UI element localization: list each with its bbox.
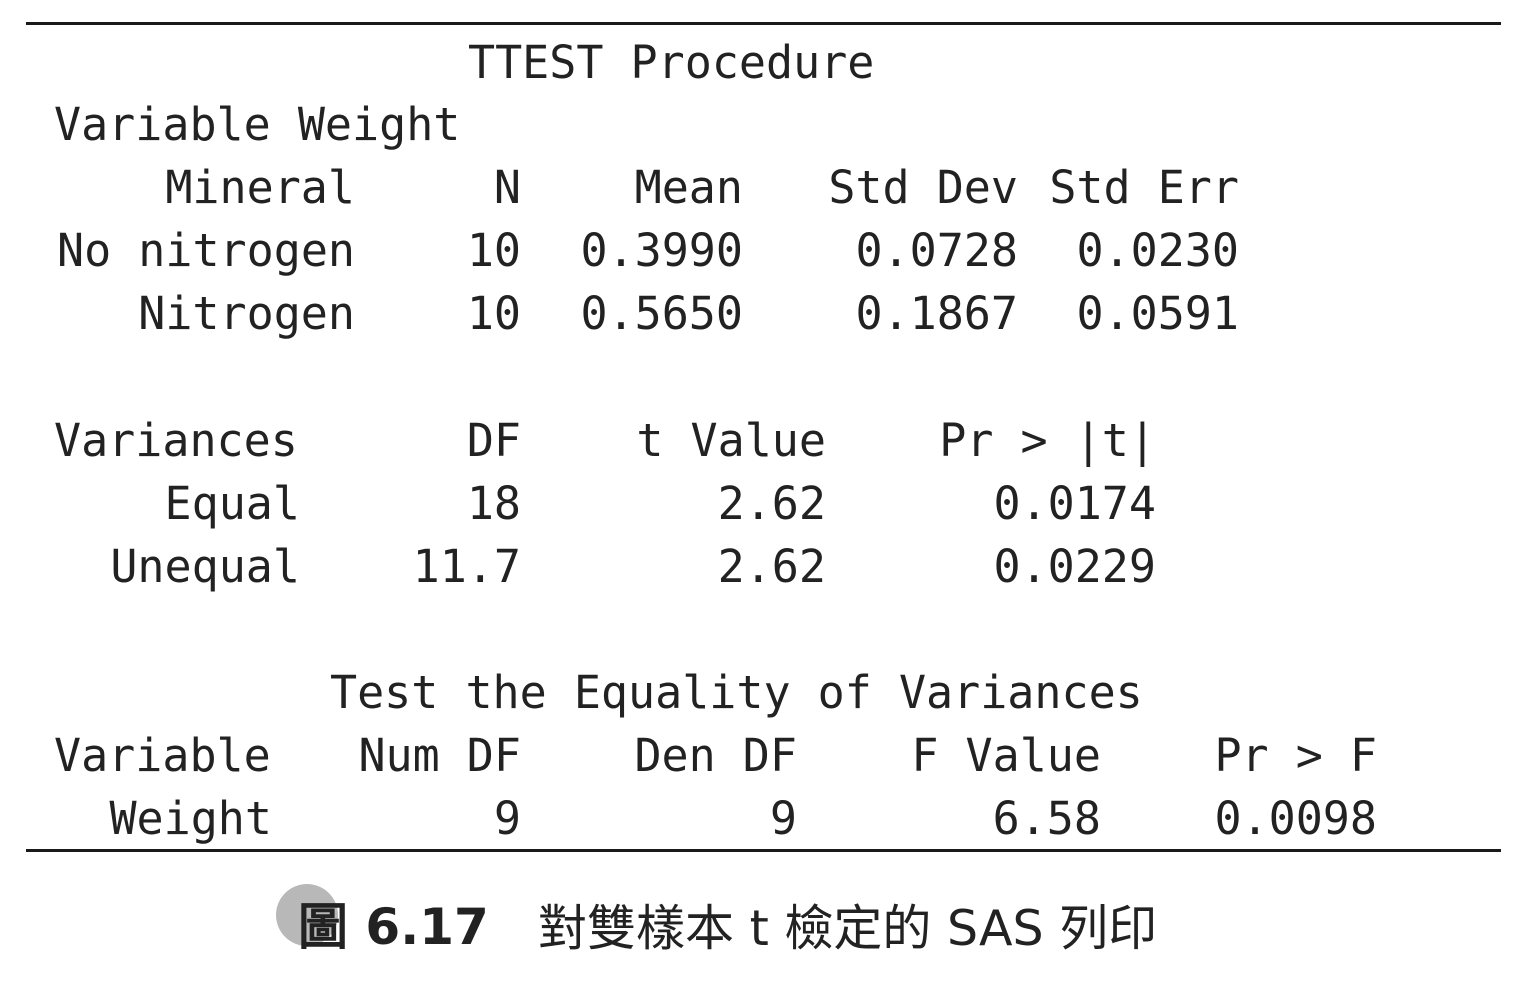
equality-header-dendf: Den DF (634, 729, 797, 782)
ttest-header-pr: Pr > |t| (939, 414, 1156, 467)
equality-header-variable: Variable (54, 729, 271, 782)
table-row-cell: Weight (109, 792, 272, 845)
stats-header-mineral: Mineral (165, 161, 355, 214)
table-row-cell: 0.1867 (855, 287, 1018, 340)
table-row-cell: 0.5650 (580, 287, 743, 340)
table-row-cell: Unequal (110, 540, 300, 593)
figure-number: 圖 6.17 (298, 898, 489, 956)
table-row-cell: 10 (466, 224, 521, 277)
equality-header-numdf: Num DF (358, 729, 521, 782)
procedure-title: TTEST Procedure (468, 36, 875, 89)
table-row-cell: 18 (466, 477, 521, 530)
table-row-cell: 11.7 (412, 540, 521, 593)
stats-header-stddev: Std Dev (828, 161, 1018, 214)
table-row-cell: 2.62 (717, 540, 826, 593)
table-row-cell: 6.58 (992, 792, 1101, 845)
stats-header-n: N (493, 161, 521, 214)
ttest-header-tvalue: t Value (636, 414, 826, 467)
table-row-cell: 0.0098 (1214, 792, 1377, 845)
table-row-cell: 9 (493, 792, 521, 845)
variable-line: Variable Weight (54, 98, 461, 151)
figure-title: 對雙樣本 t 檢定的 SAS 列印 (538, 900, 1158, 957)
table-row-cell: 10 (466, 287, 521, 340)
table-row-cell: 0.0229 (993, 540, 1156, 593)
stats-header-mean: Mean (634, 161, 743, 214)
ttest-header-df: DF (466, 414, 521, 467)
table-row-cell: 0.0174 (993, 477, 1156, 530)
top-rule (26, 22, 1501, 25)
stats-header-stderr: Std Err (1049, 161, 1239, 214)
table-row-cell: 0.0230 (1076, 224, 1239, 277)
table-row-cell: 0.0728 (855, 224, 1018, 277)
table-row-cell: 9 (769, 792, 797, 845)
table-row-cell: 2.62 (717, 477, 826, 530)
table-row-cell: Equal (164, 477, 300, 530)
figure-caption: 圖 6.17 對雙樣本 t 檢定的 SAS 列印 (0, 880, 1517, 980)
table-row-cell: No nitrogen (56, 224, 355, 277)
table-row-cell: 0.0591 (1076, 287, 1239, 340)
equality-title: Test the Equality of Variances (330, 666, 1143, 719)
sas-output: TTEST Procedure Variable Weight Mineral … (0, 28, 1517, 846)
caption-badge-circle (276, 884, 338, 946)
equality-header-pr: Pr > F (1214, 729, 1377, 782)
equality-header-fvalue: F Value (911, 729, 1101, 782)
bottom-rule (26, 849, 1501, 852)
table-row-cell: 0.3990 (580, 224, 743, 277)
ttest-header-variances: Variances (54, 414, 298, 467)
table-row-cell: Nitrogen (138, 287, 355, 340)
